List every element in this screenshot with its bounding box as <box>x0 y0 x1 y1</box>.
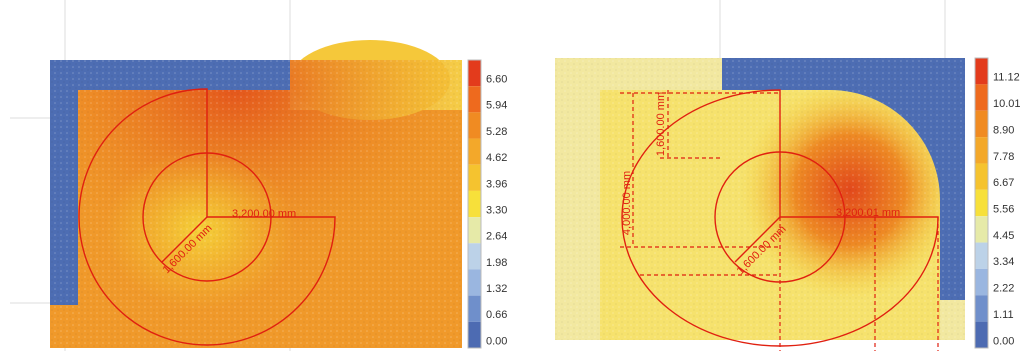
colorbar-swatch <box>468 243 481 270</box>
colorbar-swatch <box>975 321 988 348</box>
dimension-label: 3,200.01 mm <box>836 207 900 219</box>
colorbar-swatch <box>468 190 481 218</box>
colorbar-swatch <box>468 217 481 244</box>
colorbar-label: 4.62 <box>486 152 507 164</box>
colorbar-frame <box>467 59 482 349</box>
colorbar-swatch <box>975 110 988 138</box>
colorbar-swatch <box>975 242 988 269</box>
colorbars: 6.60 5.94 5.28 4.62 3.96 3.30 2.64 1.98 1.32 0.66… <box>467 57 1021 349</box>
colorbar-label: 4.45 <box>993 230 1014 242</box>
colorbar-label: 3.34 <box>993 256 1014 268</box>
colorbar-swatch <box>975 163 988 190</box>
colorbar-swatch <box>468 164 481 191</box>
colorbar-swatch <box>975 58 988 85</box>
colorbar-swatch <box>975 137 988 164</box>
colorbar-label: 2.22 <box>993 283 1014 295</box>
colorbar-label: 2.64 <box>486 231 507 243</box>
colorbar-label: 1.32 <box>486 283 507 295</box>
geometry-left <box>78 88 336 346</box>
colorbar-swatch <box>468 86 481 113</box>
colorbar-label: 6.60 <box>486 74 507 86</box>
colorbar-label: 5.28 <box>486 126 507 138</box>
colorbar-label: 0.00 <box>486 335 507 347</box>
heatmap-left <box>50 40 462 348</box>
colorbar-swatch <box>468 138 481 165</box>
colorbar-label: 3.96 <box>486 178 507 190</box>
colorbar-swatch <box>468 321 481 348</box>
colorbar-swatch <box>468 295 481 322</box>
dimension-label: 3,200.00 mm <box>232 208 296 220</box>
colorbar-label: 0.00 <box>993 335 1014 347</box>
colorbar-swatch <box>468 269 481 296</box>
colorbar-swatch <box>975 268 988 296</box>
colorbar-swatch <box>468 60 481 87</box>
colorbar-swatch <box>975 84 988 111</box>
colorbar-label: 6.67 <box>993 177 1014 189</box>
heatmap-right <box>555 58 965 340</box>
colorbar-label: 8.90 <box>993 124 1014 136</box>
colorbar-swatch <box>975 216 988 243</box>
dimension-label: 1,600.00 mm <box>655 92 667 156</box>
colorbar-label: 10.01 <box>993 98 1021 110</box>
colorbar-label: 11.12 <box>993 72 1020 84</box>
colorbar-label: 5.56 <box>993 203 1014 215</box>
colorbar-swatch <box>975 295 988 322</box>
colorbar-frame <box>974 57 989 349</box>
colorbar-label: 5.94 <box>486 100 507 112</box>
colorbar-label: 7.78 <box>993 151 1014 163</box>
geometry-right <box>620 89 939 351</box>
colorbar-swatch <box>975 189 988 217</box>
colorbar-swatch <box>468 112 481 139</box>
colorbar-label: 1.11 <box>993 309 1014 321</box>
dimension-label: 4,000.00 mm <box>621 171 633 235</box>
colorbar-label: 0.66 <box>486 309 507 321</box>
colorbar-label: 1.98 <box>486 257 507 269</box>
colorbar-label: 3.30 <box>486 204 507 216</box>
